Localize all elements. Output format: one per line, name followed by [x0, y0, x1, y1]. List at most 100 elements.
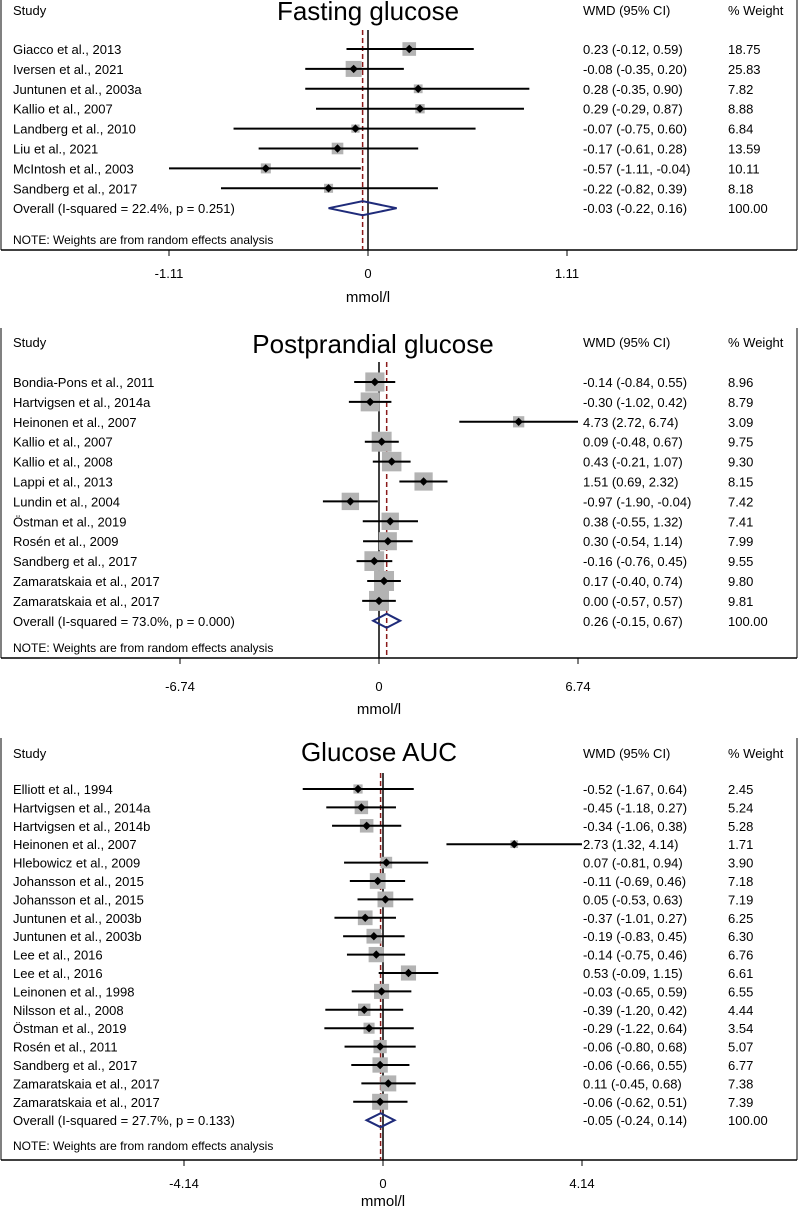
point-estimate — [349, 64, 358, 74]
ci-value: -0.07 (-0.75, 0.60) — [583, 122, 687, 137]
ci-value: 0.23 (-0.12, 0.59) — [583, 42, 683, 57]
study-label: Hartvigsen et al., 2014a — [13, 395, 151, 410]
weight-column-header: % Weight — [728, 746, 784, 761]
point-estimate — [324, 184, 333, 193]
weight-value: 10.11 — [728, 161, 760, 176]
weights-note: NOTE: Weights are from random effects an… — [13, 641, 273, 655]
weight-value: 9.80 — [728, 574, 753, 589]
study-label: Zamaratskaia et al., 2017 — [13, 1076, 160, 1091]
ci-value: -0.06 (-0.62, 0.51) — [583, 1095, 687, 1110]
x-tick-label: 4.14 — [569, 1176, 594, 1191]
ci-value: 0.11 (-0.45, 0.68) — [583, 1076, 682, 1091]
ci-value: -0.22 (-0.82, 0.39) — [583, 181, 687, 196]
point-estimate — [514, 417, 523, 426]
x-tick-label: 0 — [379, 1176, 386, 1191]
overall-label: Overall (I-squared = 73.0%, p = 0.000) — [13, 614, 235, 629]
ci-value: 0.07 (-0.81, 0.94) — [583, 856, 683, 871]
study-label: Lappi et al., 2013 — [13, 475, 113, 490]
weight-column-header: % Weight — [728, 335, 784, 350]
point-estimate — [361, 913, 370, 922]
weight-value: 25.83 — [728, 62, 761, 77]
weight-value: 18.75 — [728, 42, 761, 57]
ci-value: -0.30 (-1.02, 0.42) — [583, 395, 687, 410]
chart-title: Glucose AUC — [301, 737, 457, 767]
overall-weight-value: 100.00 — [728, 201, 768, 216]
weight-value: 8.79 — [728, 395, 753, 410]
point-estimate — [357, 803, 366, 812]
weight-value: 9.81 — [728, 594, 753, 609]
overall-diamond — [364, 1112, 397, 1129]
ci-value: 0.43 (-0.21, 1.07) — [583, 455, 683, 470]
x-tick-label: -4.14 — [169, 1176, 199, 1191]
point-estimate — [387, 457, 396, 466]
study-label: Kallio et al., 2007 — [13, 102, 113, 117]
weight-value: 1.71 — [728, 837, 753, 852]
x-axis-label: mmol/l — [357, 701, 401, 718]
weight-value: 5.28 — [728, 819, 753, 834]
ci-value: 0.00 (-0.57, 0.57) — [583, 594, 683, 609]
study-label: Lundin et al., 2004 — [13, 494, 120, 509]
point-estimate — [370, 556, 379, 566]
ci-column-header: WMD (95% CI) — [583, 746, 670, 761]
study-label: Zamaratskaia et al., 2017 — [13, 574, 160, 589]
study-label: Östman et al., 2019 — [13, 1021, 126, 1036]
point-estimate — [377, 987, 386, 996]
ci-value: -0.16 (-0.76, 0.45) — [583, 554, 687, 569]
study-label: Iversen et al., 2021 — [13, 62, 124, 77]
point-estimate — [360, 1005, 369, 1014]
study-column-header: Study — [13, 335, 47, 350]
ci-value: 2.73 (1.32, 4.14) — [583, 837, 678, 852]
x-axis-label: mmol/l — [361, 1193, 405, 1206]
study-label: Leinonen et al., 1998 — [13, 984, 134, 999]
forest-panel-2: Study WMD (95% CI) % Weight Postprandial gl… — [0, 328, 798, 718]
study-label: Juntunen et al., 2003b — [13, 911, 142, 926]
ci-value: 0.53 (-0.09, 1.15) — [583, 966, 683, 981]
overall-ci-value: -0.05 (-0.24, 0.14) — [583, 1113, 687, 1128]
weight-value: 3.09 — [728, 415, 753, 430]
study-label: Liu et al., 2021 — [13, 142, 98, 157]
study-label: Bondia-Pons et al., 2011 — [13, 375, 154, 390]
chart-title: Fasting glucose — [277, 0, 459, 26]
overall-label: Overall (I-squared = 27.7%, p = 0.133) — [13, 1113, 235, 1128]
study-label: Hartvigsen et al., 2014b — [13, 819, 150, 834]
ci-value: 0.38 (-0.55, 1.32) — [583, 514, 683, 529]
ci-value: 0.09 (-0.48, 0.67) — [583, 435, 683, 450]
overall-weight-value: 100.00 — [728, 614, 768, 629]
ci-value: -0.19 (-0.83, 0.45) — [583, 929, 687, 944]
x-tick-label: -1.11 — [155, 266, 184, 281]
weight-value: 8.18 — [728, 181, 753, 196]
weight-column-header: % Weight — [728, 3, 784, 18]
weight-value: 9.30 — [728, 455, 753, 470]
weight-value: 5.07 — [728, 1040, 753, 1055]
point-estimate — [374, 596, 384, 606]
study-label: Johansson et al., 2015 — [13, 892, 144, 907]
study-label: Hartvigsen et al., 2014a — [13, 800, 151, 815]
weight-value: 7.19 — [728, 892, 753, 907]
study-label: Heinonen et al., 2007 — [13, 837, 137, 852]
ci-value: -0.14 (-0.75, 0.46) — [583, 948, 687, 963]
study-label: Zamaratskaia et al., 2017 — [13, 594, 160, 609]
point-estimate — [375, 1060, 385, 1070]
weight-value: 7.38 — [728, 1076, 753, 1091]
study-label: Rosén et al., 2009 — [13, 534, 119, 549]
point-estimate — [419, 477, 428, 486]
weight-value: 7.42 — [728, 494, 753, 509]
point-estimate — [364, 1024, 374, 1033]
overall-ci-value: 0.26 (-0.15, 0.67) — [583, 614, 683, 629]
weight-value: 8.96 — [728, 375, 753, 390]
study-column-header: Study — [13, 746, 47, 761]
weight-value: 13.59 — [728, 142, 761, 157]
forest-panel-1: Study WMD (95% CI) % Weight Fasting glucose… — [0, 0, 798, 306]
weight-value: 9.75 — [728, 435, 753, 450]
x-tick-label: 0 — [364, 266, 371, 281]
overall-ci-value: -0.03 (-0.22, 0.16) — [583, 201, 687, 216]
point-estimate — [404, 968, 413, 978]
weight-value: 7.99 — [728, 534, 753, 549]
weight-value: 7.39 — [728, 1095, 753, 1110]
ci-value: 0.29 (-0.29, 0.87) — [583, 102, 683, 117]
point-estimate — [333, 144, 342, 153]
ci-value: -0.06 (-0.80, 0.68) — [583, 1040, 687, 1055]
x-axis-label: mmol/l — [346, 289, 390, 306]
ci-column-header: WMD (95% CI) — [583, 335, 670, 350]
